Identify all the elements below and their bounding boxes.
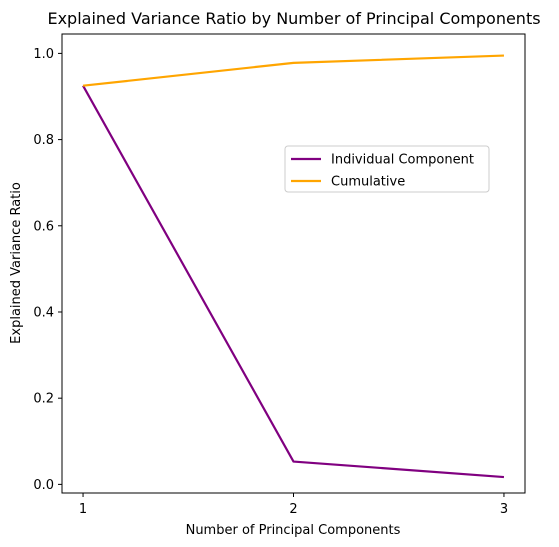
series-lines: [82, 54, 505, 479]
x-tick-label: 2: [289, 502, 297, 517]
legend-items: Individual Component Cumulative: [291, 153, 474, 190]
y-tick-label: 0.2: [33, 392, 54, 407]
x-tick-label: 3: [500, 502, 508, 517]
legend-frame: [284, 145, 490, 193]
plot-frame: [61, 33, 526, 494]
series-line-cumulative: [82, 54, 504, 87]
y-tick-label: 1.0: [33, 47, 54, 62]
y-tick-label: 0.0: [33, 478, 54, 493]
plot-area: 0.0 0.2 0.4 0.6 0.8 1.0 1 2 3: [33, 33, 526, 517]
series-line-individual-component: [82, 85, 505, 479]
y-axis-ticks: 0.0 0.2 0.4 0.6 0.8 1.0: [33, 47, 62, 493]
chart-title: Explained Variance Ratio by Number of Pr…: [47, 9, 540, 28]
y-axis-label: Explained Variance Ratio: [9, 182, 24, 344]
x-axis-ticks: 1 2 3: [79, 493, 508, 517]
legend: Individual Component Cumulative: [284, 145, 490, 193]
y-tick-label: 0.8: [33, 133, 54, 148]
x-tick-label: 1: [79, 502, 87, 517]
legend-label: Cumulative: [331, 175, 405, 190]
y-tick-label: 0.4: [33, 305, 54, 320]
legend-label: Individual Component: [331, 153, 474, 168]
x-axis-label: Number of Principal Components: [186, 523, 401, 538]
y-tick-label: 0.6: [33, 219, 54, 234]
